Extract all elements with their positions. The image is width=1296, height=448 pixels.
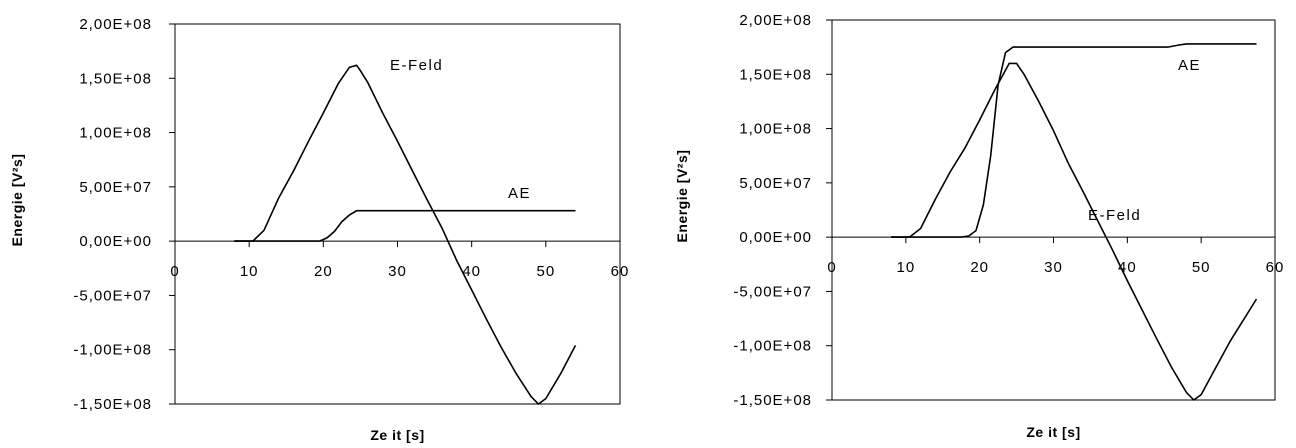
chart-2: 2,00E+08 1,50E+08 1,00E+08 5,00E+07 0,00E+00… <box>674 12 1285 440</box>
x-tick-label: 10 <box>896 259 915 276</box>
series-label: AE <box>1178 57 1201 74</box>
y-tick-label: 1,00E+08 <box>79 125 152 142</box>
chart-1: 2,00E+08 1,50E+08 1,00E+08 5,00E+07 0,00E+00… <box>9 16 630 443</box>
y-tick-label: -1,50E+08 <box>73 396 152 413</box>
x-tick-label: 60 <box>611 263 630 280</box>
series-label: E-Feld <box>1088 207 1141 224</box>
series-line-ae <box>891 43 1257 238</box>
y-tick-label: -5,00E+07 <box>73 287 152 304</box>
y-tick-label: 1,50E+08 <box>739 66 812 83</box>
x-axis-title: Ze it [s] <box>1026 424 1080 440</box>
y-tick-label: -1,50E+08 <box>733 392 812 409</box>
y-tick-label: 2,00E+08 <box>79 16 152 33</box>
x-tick-label: 20 <box>970 259 989 276</box>
y-tick-label: 2,00E+08 <box>739 12 812 29</box>
plot-area-frame <box>174 23 621 405</box>
x-axis-title: Ze it [s] <box>370 427 424 443</box>
x-tick-label: 50 <box>536 263 555 280</box>
x-tick-label: 0 <box>827 259 836 276</box>
y-tick-label: 0,00E+00 <box>79 233 152 250</box>
y-tick-label: 5,00E+07 <box>79 179 152 196</box>
series-label: E-Feld <box>390 57 443 74</box>
y-tick-label: 5,00E+07 <box>739 175 812 192</box>
series-line-e-feld <box>891 62 1258 401</box>
y-tick-label: 1,50E+08 <box>79 70 152 87</box>
y-tick-label: 0,00E+00 <box>739 229 812 246</box>
y-tick-label: -1,00E+08 <box>73 342 152 359</box>
series-line-e-feld <box>234 64 577 405</box>
y-axis-title: Energie [V²s] <box>674 150 690 243</box>
plot-area-frame <box>831 19 1276 401</box>
series-label: AE <box>508 185 531 202</box>
y-tick-label: 1,00E+08 <box>739 121 812 138</box>
y-tick-label: -1,00E+08 <box>733 338 812 355</box>
x-tick-label: 60 <box>1266 259 1285 276</box>
y-axis-title: Energie [V²s] <box>9 154 25 247</box>
x-tick-label: 0 <box>170 263 179 280</box>
x-tick-label: 10 <box>240 263 259 280</box>
y-tick-label: -5,00E+07 <box>733 283 812 300</box>
x-tick-label: 40 <box>462 263 481 280</box>
x-tick-label: 20 <box>314 263 333 280</box>
x-tick-label: 50 <box>1192 259 1211 276</box>
x-tick-label: 30 <box>388 263 407 280</box>
series-line-ae <box>234 209 576 242</box>
x-tick-label: 30 <box>1044 259 1063 276</box>
